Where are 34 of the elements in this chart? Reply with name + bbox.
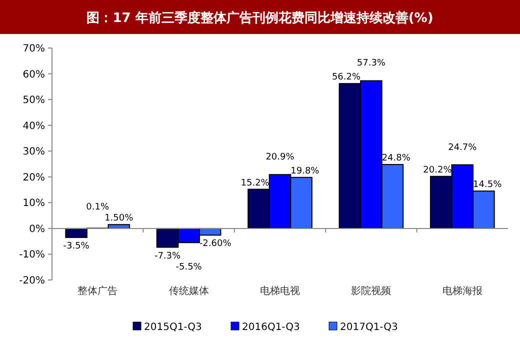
- data-label: -7.3%: [154, 251, 182, 262]
- y-tick-label: 70%: [22, 44, 45, 54]
- data-label: 24.8%: [382, 154, 411, 164]
- data-label: 15.2%: [240, 178, 270, 188]
- data-label: 1.50%: [104, 214, 134, 224]
- y-tick-label: 60%: [22, 69, 45, 80]
- x-tick-label: 整体广告: [78, 285, 118, 297]
- data-label: 20.9%: [266, 152, 295, 163]
- data-label: 14.5%: [473, 180, 502, 190]
- y-tick-label: 10%: [22, 198, 45, 210]
- legend-label: 2016Q1-Q3: [242, 322, 300, 333]
- x-tick-label: 影院视频: [351, 285, 392, 297]
- x-tick-label: 传统媒体: [168, 285, 209, 297]
- y-tick-label: 50%: [22, 95, 45, 106]
- chart-title: 图：17 年前三季度整体广告刊例花费同比增速持续改善(%): [86, 10, 434, 26]
- y-tick-label: 0%: [29, 224, 45, 235]
- x-tick-label: 电梯海报: [442, 285, 482, 297]
- data-label: 19.8%: [290, 166, 320, 176]
- legend-label: 2017Q1-Q3: [340, 322, 398, 333]
- y-tick-label: 40%: [22, 120, 45, 132]
- data-label: -5.5%: [176, 262, 202, 272]
- y-tick-label: -20%: [19, 276, 45, 286]
- data-label: 57.3%: [356, 58, 386, 69]
- data-label: 20.2%: [423, 165, 452, 176]
- data-label: 0.1%: [86, 202, 110, 213]
- data-label: -2.60%: [199, 239, 232, 250]
- y-tick-label: 20%: [22, 172, 45, 184]
- x-tick-label: 电梯电视: [260, 285, 300, 297]
- data-label: -3.5%: [63, 241, 90, 252]
- data-label: 56.2%: [332, 72, 362, 83]
- y-tick-label: -10%: [19, 250, 45, 261]
- data-label: 24.7%: [448, 142, 478, 153]
- y-tick-label: 30%: [22, 146, 45, 158]
- legend-label: 2015Q1-Q3: [144, 322, 202, 333]
